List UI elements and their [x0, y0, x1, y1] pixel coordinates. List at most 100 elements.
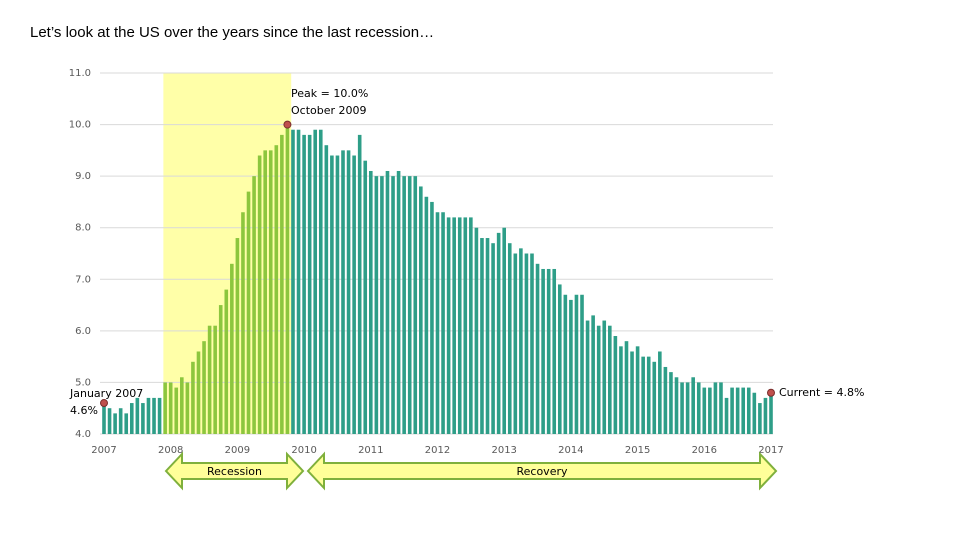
bar: [152, 397, 156, 434]
bar: [546, 268, 551, 434]
bar: [696, 382, 701, 434]
current-label: Current = 4.8%: [779, 386, 864, 399]
bar: [202, 341, 206, 434]
recovery-arrow: [306, 451, 778, 491]
bar: [469, 217, 473, 434]
y-tick-label: 11.0: [69, 68, 91, 79]
bar: [596, 325, 601, 434]
bar: [113, 413, 117, 434]
y-tick-label: 10.0: [69, 120, 91, 131]
bar: [230, 263, 234, 434]
bar: [519, 248, 523, 434]
x-tick-label: 2010: [291, 445, 316, 456]
bar: [157, 397, 162, 434]
bar: [396, 170, 401, 434]
y-tick-label: 9.0: [75, 171, 91, 182]
bar: [457, 217, 462, 434]
bar: [513, 253, 518, 434]
bar: [702, 387, 707, 434]
bar: [719, 382, 723, 434]
bar: [685, 382, 690, 434]
bar: [535, 263, 540, 434]
bar: [168, 382, 173, 434]
bar: [574, 294, 579, 434]
bar: [430, 201, 434, 434]
x-tick-label: 2015: [625, 445, 650, 456]
bar: [741, 387, 746, 434]
bar: [591, 315, 595, 434]
recovery-label: Recovery: [516, 465, 567, 478]
bar: [385, 170, 390, 434]
bar: [218, 305, 223, 434]
bar: [646, 356, 651, 434]
bar: [652, 361, 657, 434]
bar: [407, 176, 412, 434]
bar: [257, 155, 262, 434]
bar: [102, 403, 106, 434]
bar: [585, 320, 590, 434]
bar: [191, 361, 195, 434]
bar: [174, 387, 179, 434]
start-label: January 2007: [69, 387, 143, 400]
bar: [213, 325, 217, 434]
bar: [135, 397, 140, 434]
bar: [363, 160, 368, 434]
bar: [530, 253, 534, 434]
bar: [735, 387, 740, 434]
bar: [663, 366, 668, 434]
recession-arrow: [164, 451, 305, 491]
bar: [541, 268, 545, 434]
bar: [296, 129, 301, 434]
bar: [746, 387, 751, 434]
x-tick-label: 2014: [558, 445, 583, 456]
bar: [658, 351, 662, 434]
bar: [630, 351, 634, 434]
bar: [357, 134, 362, 434]
bar: [435, 212, 440, 434]
bar: [446, 217, 451, 434]
bar: [285, 124, 290, 435]
recession-label: Recession: [207, 465, 262, 478]
bar: [491, 243, 495, 434]
bar: [763, 397, 768, 434]
bar: [318, 129, 323, 434]
x-tick-label: 2013: [491, 445, 516, 456]
bar: [641, 356, 645, 434]
bar: [619, 346, 623, 434]
x-tick-label: 2012: [425, 445, 450, 456]
bar: [613, 336, 618, 434]
bar: [313, 129, 318, 434]
bar: [413, 176, 418, 434]
bar: [507, 243, 512, 434]
bar: [524, 253, 529, 434]
bar: [752, 392, 757, 434]
bar: [669, 372, 673, 434]
x-tick-label: 2007: [91, 445, 116, 456]
bar: [563, 294, 568, 434]
bar: [758, 403, 762, 434]
y-tick-label: 6.0: [75, 326, 91, 337]
bar: [146, 397, 151, 434]
bar: [118, 408, 123, 434]
highlight-point: [100, 399, 108, 408]
bar: [474, 227, 479, 434]
bar: [424, 196, 429, 434]
bar: [341, 150, 345, 434]
bar: [274, 145, 279, 434]
bar: [691, 377, 695, 434]
y-tick-label: 8.0: [75, 223, 91, 234]
bar: [280, 134, 284, 434]
bar: [708, 387, 712, 434]
bar: [246, 191, 251, 434]
bar: [352, 155, 356, 434]
bar: [552, 268, 557, 434]
bar: [580, 294, 584, 434]
bar: [635, 346, 640, 434]
peak-label: Peak = 10.0%: [291, 87, 368, 100]
chart-title: Let’s look at the US over the years sinc…: [30, 24, 434, 41]
x-tick-label: 2017: [758, 445, 783, 456]
bar: [163, 382, 167, 434]
bar: [441, 212, 445, 434]
bar: [207, 325, 212, 434]
